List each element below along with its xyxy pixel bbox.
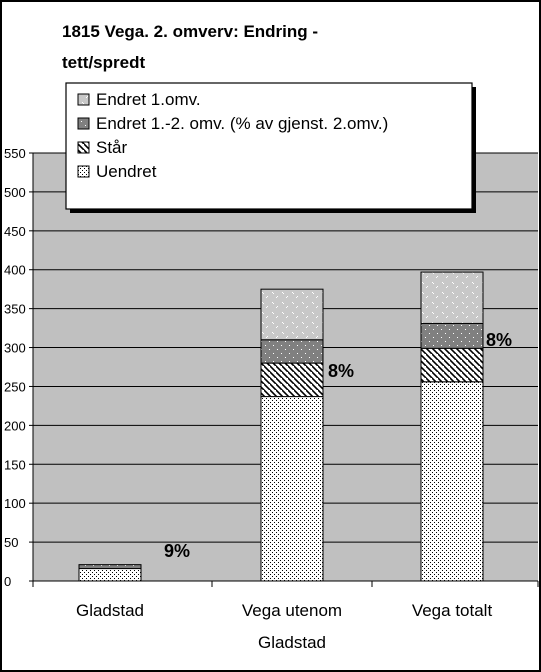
legend-swatch	[77, 141, 90, 154]
legend-label: Uendret	[96, 162, 157, 181]
bar-segment	[260, 362, 324, 398]
y-tick-label: 250	[4, 379, 26, 394]
bars	[78, 271, 484, 582]
x-category-label: Gladstad	[76, 601, 144, 620]
x-category-label: Vega totalt	[412, 601, 493, 620]
x-category-label: Gladstad	[258, 633, 326, 652]
x-axis-categories: Gladstad Vega utenom Gladstad Vega totalt	[32, 581, 539, 652]
bar-segment	[260, 288, 324, 341]
bar-segment	[420, 322, 484, 349]
y-axis-ticks: 0 50 100 150 200 250 300 350 400 450 500 550	[4, 146, 33, 589]
data-label: 8%	[328, 361, 354, 381]
data-label: 8%	[486, 330, 512, 350]
bar-segment	[260, 339, 324, 364]
bar-segment	[420, 271, 484, 324]
legend-swatch	[77, 117, 90, 130]
bar-segment	[78, 568, 142, 582]
legend-label: Endret 1.omv.	[96, 90, 201, 109]
legend-swatch	[77, 93, 90, 106]
y-tick-label: 400	[4, 263, 26, 278]
legend-label: Står	[96, 138, 128, 157]
y-tick-label: 50	[4, 535, 18, 550]
legend-swatch	[77, 165, 90, 178]
y-tick-label: 200	[4, 418, 26, 433]
annotations: 9% 8% 8%	[164, 330, 512, 561]
chart-title-line1: 1815 Vega. 2. omverv: Endring -	[62, 22, 318, 41]
legend-label: Endret 1.-2. omv. (% av gjenst. 2.omv.)	[96, 114, 388, 133]
data-label: 9%	[164, 541, 190, 561]
y-tick-label: 350	[4, 302, 26, 317]
y-tick-label: 100	[4, 496, 26, 511]
y-tick-label: 450	[4, 224, 26, 239]
x-category-label: Vega utenom	[242, 601, 342, 620]
legend: Endret 1.omv. Endret 1.-2. omv. (% av gje…	[65, 82, 476, 213]
y-tick-label: 550	[4, 146, 26, 161]
legend-box	[65, 82, 473, 210]
bar-segment	[78, 564, 142, 570]
bar-segment	[420, 381, 484, 582]
y-tick-label: 300	[4, 341, 26, 356]
y-tick-label: 150	[4, 457, 26, 472]
y-tick-label: 0	[4, 574, 11, 589]
chart-title-line2: tett/spredt	[62, 53, 145, 72]
bar-segment	[420, 347, 484, 383]
bar-segment	[260, 396, 324, 582]
y-tick-label: 500	[4, 185, 26, 200]
